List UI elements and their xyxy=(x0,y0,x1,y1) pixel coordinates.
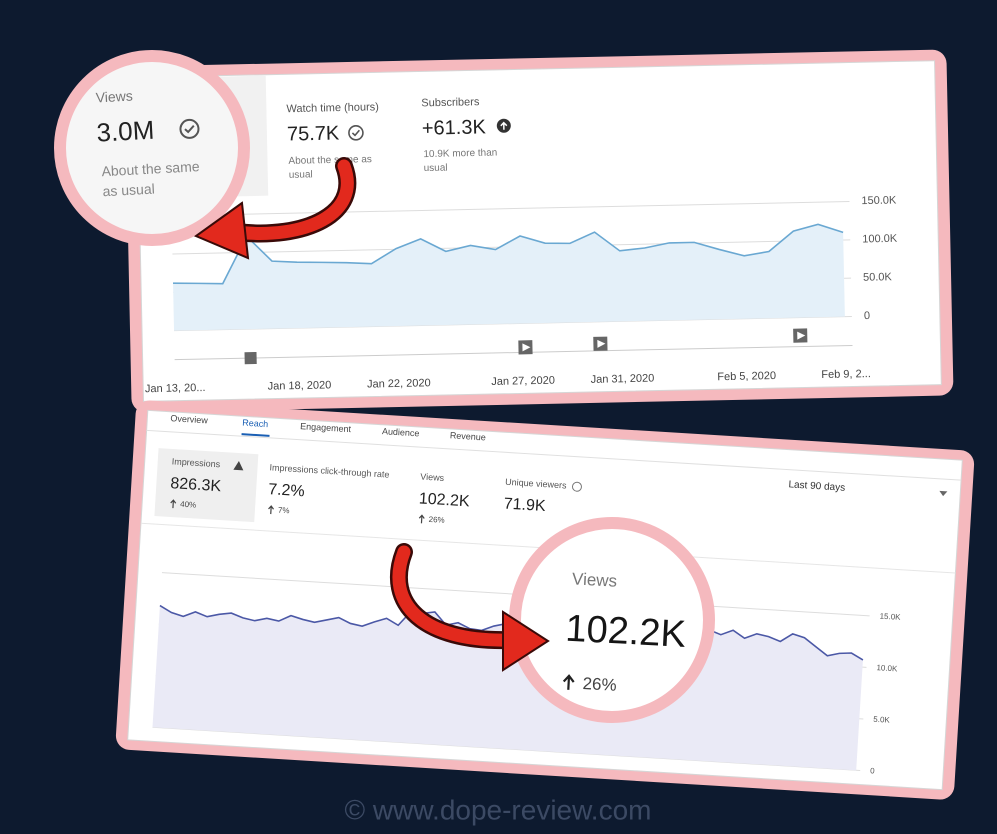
metric-change: 7% xyxy=(278,506,290,516)
dropdown-arrow[interactable] xyxy=(939,490,948,497)
views-callout-bottom: Views 102.2K 26% xyxy=(509,517,715,723)
warning-icon xyxy=(233,461,244,471)
metric-label: Watch time (hours) xyxy=(286,101,379,115)
callout-circle xyxy=(54,50,250,246)
metric-change: 40% xyxy=(180,500,197,510)
marker-glyphs xyxy=(522,331,806,352)
views-chart: 0 50.0K 100.0K 150.0K Jan 13, 20... Jan 18, 2… xyxy=(145,194,898,395)
tab[interactable]: Engagement xyxy=(300,421,352,434)
callout-label: Views xyxy=(572,569,618,590)
metric-value: 71.9K xyxy=(503,496,546,516)
check-icon xyxy=(179,118,200,139)
marker xyxy=(244,351,257,365)
y-tick-label: 0 xyxy=(864,310,870,322)
views-callout-top: Views 3.0M About the same as usual xyxy=(54,50,250,246)
metric-label: Views xyxy=(420,472,445,483)
callout-note: as usual xyxy=(102,181,155,200)
tab[interactable]: Overview xyxy=(170,413,209,425)
active-tab-underline xyxy=(241,433,270,437)
x-tick-label: Jan 27, 2020 xyxy=(491,375,555,388)
area xyxy=(173,224,845,331)
info-icon xyxy=(496,118,511,133)
red-arrow xyxy=(390,543,550,672)
up-arrows xyxy=(170,499,425,524)
x-tick-label: Jan 22, 2020 xyxy=(367,377,431,390)
y-tick-label: 5.0K xyxy=(873,715,891,725)
x-tick-label: Feb 9, 2... xyxy=(821,368,871,381)
grid-line xyxy=(171,201,850,217)
callout-note: About the same xyxy=(101,158,200,179)
y-tick-label: 100.0K xyxy=(862,233,898,246)
watermark: © www.dope-review.com xyxy=(345,794,652,825)
metric-label: Impressions xyxy=(171,456,221,469)
callout-change: 26% xyxy=(582,674,617,695)
metric-note: usual xyxy=(289,169,313,180)
metric-value: 102.2K xyxy=(418,490,470,510)
metric-label: Subscribers xyxy=(421,96,480,109)
tab-bar: Overview Reach Engagement Audience Revenue xyxy=(170,413,487,442)
y-tick-label: 0 xyxy=(870,766,876,775)
tab[interactable]: Reach xyxy=(242,418,269,430)
x-tick-label: Jan 13, 20... xyxy=(145,382,206,395)
check-icon xyxy=(348,125,364,141)
tab-divider xyxy=(146,429,962,481)
help-icon xyxy=(571,481,582,492)
line xyxy=(173,223,844,285)
callout-value: 102.2K xyxy=(564,608,686,656)
metric-highlight xyxy=(154,448,259,523)
metric-value: 75.7K xyxy=(287,122,340,145)
metric-note: About the same as xyxy=(288,154,372,167)
y-tick-label: 10.0K xyxy=(876,663,898,673)
x-tick-label: Feb 5, 2020 xyxy=(717,370,776,383)
metric-note: usual xyxy=(424,163,448,174)
metric-value: +61.3K xyxy=(422,116,487,139)
y-tick-label: 15.0K xyxy=(879,612,901,622)
metric-value: 7.2% xyxy=(268,481,305,500)
red-arrow xyxy=(193,157,357,260)
tab[interactable]: Revenue xyxy=(450,430,487,442)
x-axis xyxy=(174,344,853,361)
metric-label: Unique viewers xyxy=(505,477,568,491)
tab[interactable]: Audience xyxy=(382,426,420,438)
metric-change: 26% xyxy=(428,515,445,525)
y-tick-label: 50.0K xyxy=(863,271,893,284)
callout-value: 3.0M xyxy=(96,115,155,148)
bottom-panel: Overview Reach Engagement Audience Revenue L… xyxy=(115,400,975,800)
metric-value: 826.3K xyxy=(170,475,222,495)
y-tick-label: 150.0K xyxy=(861,194,897,207)
x-tick-label: Jan 31, 2020 xyxy=(591,373,655,386)
up-arrow xyxy=(562,674,575,690)
period-selector[interactable]: Last 90 days xyxy=(788,479,845,493)
callout-label: Views xyxy=(95,88,133,106)
metric-note: 10.9K more than xyxy=(423,148,497,161)
x-tick-label: Jan 18, 2020 xyxy=(268,379,332,392)
